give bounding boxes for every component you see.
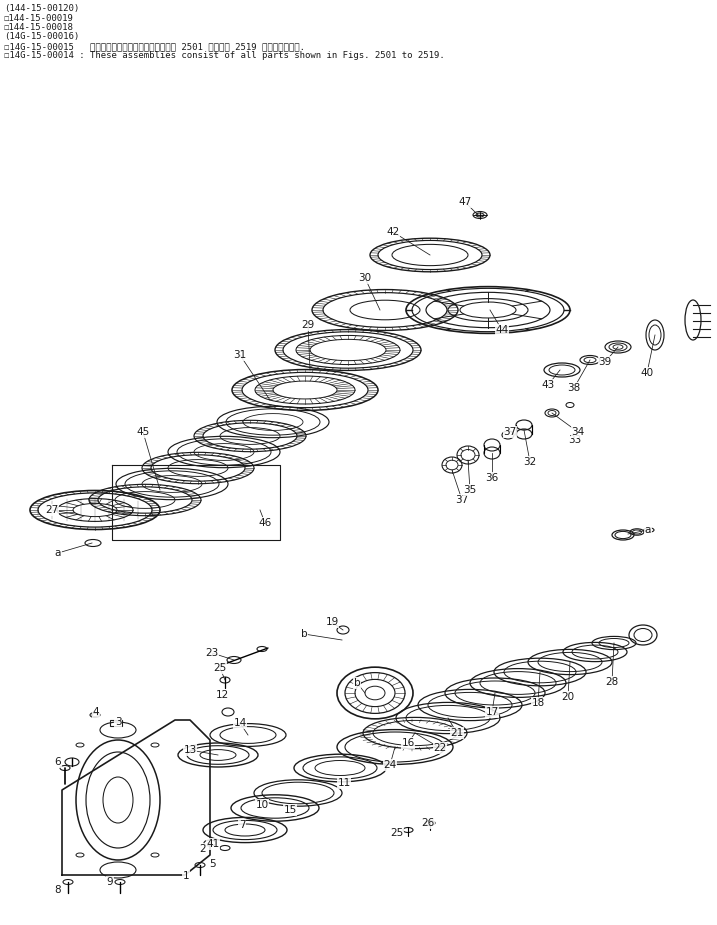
Text: 28: 28 [605,677,619,687]
Text: a: a [645,525,651,535]
Text: 40: 40 [640,368,654,378]
Text: (14G-15-00016): (14G-15-00016) [4,32,80,42]
Text: 25: 25 [214,663,227,673]
Bar [110,720,122,726]
Text: 6: 6 [54,757,62,767]
Text: 27: 27 [45,505,59,515]
Text: 46: 46 [258,518,272,528]
Text: b: b [300,629,308,639]
Text: 12: 12 [215,690,229,700]
Text: 3: 3 [115,717,121,727]
Text: 24: 24 [384,760,397,770]
Text: 20: 20 [561,692,574,702]
Text: 25: 25 [390,828,404,838]
Text: 16: 16 [402,738,414,748]
Text: 37: 37 [503,427,517,437]
Text: 41: 41 [206,839,219,849]
Text: 36: 36 [485,473,498,483]
Text: 26: 26 [422,818,435,828]
Text: 44: 44 [495,325,508,335]
Text: 42: 42 [386,227,399,237]
Text: ☐14G-15-00015   これらのアセンブリの構成部品は第 2501 図から第 2519 図まで含みます.: ☐14G-15-00015 これらのアセンブリの構成部品は第 2501 図から第… [4,42,305,51]
Text: 14: 14 [233,718,247,728]
Text: 5: 5 [209,859,215,869]
Text: 7: 7 [239,820,245,830]
Text: a: a [54,548,61,558]
Text: 31: 31 [233,350,247,360]
Text: 39: 39 [599,357,612,367]
Text: 45: 45 [136,427,150,437]
Text: 10: 10 [255,800,269,810]
Text: 23: 23 [205,648,219,658]
Text: 15: 15 [283,805,297,815]
Text: b: b [353,678,361,688]
Text: ☐144-15-00018: ☐144-15-00018 [4,23,74,32]
Text: 2: 2 [200,844,206,854]
Text: 29: 29 [301,320,315,330]
Text: ☐144-15-00019: ☐144-15-00019 [4,14,74,22]
Text: 35: 35 [463,485,477,495]
Text: 19: 19 [326,617,338,627]
Text: 37: 37 [455,495,469,505]
Text: 47: 47 [458,197,472,207]
Text: 8: 8 [54,885,62,895]
Text: 33: 33 [569,435,581,445]
Text: 11: 11 [338,778,351,788]
Text: 38: 38 [567,383,581,393]
Text: 43: 43 [541,380,555,390]
Text: 4: 4 [92,707,100,717]
Ellipse shape [476,213,484,217]
Text: 30: 30 [358,273,371,283]
Text: 32: 32 [523,457,536,467]
Text: 21: 21 [450,728,464,738]
Text: 17: 17 [485,707,498,717]
Text: 18: 18 [531,698,545,708]
Text: (144-15-00120): (144-15-00120) [4,4,80,13]
Text: 1: 1 [183,871,189,881]
Text: 34: 34 [571,427,584,437]
Text: 22: 22 [433,743,447,753]
Text: 9: 9 [107,877,113,887]
Text: 13: 13 [184,745,196,755]
Text: ☐14G-15-00014 : These assemblies consist of all parts shown in Figs. 2501 to 251: ☐14G-15-00014 : These assemblies consist… [4,52,445,60]
